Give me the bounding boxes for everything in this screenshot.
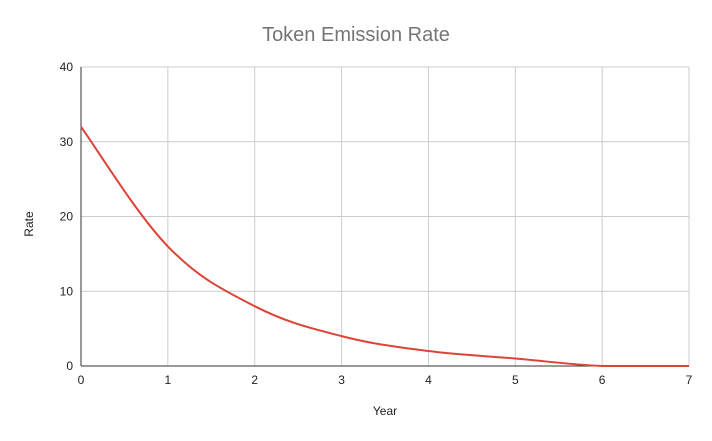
y-tick-label: 40 [60,60,74,74]
grid [81,66,690,366]
x-tick-label: 5 [512,373,519,387]
y-tick-label: 30 [60,135,74,149]
y-tick-label: 20 [60,210,74,224]
tick-labels: 0 1 2 3 4 5 6 7 0 10 20 30 40 [60,60,693,387]
x-tick-label: 7 [686,373,693,387]
series-line [80,126,689,368]
x-axis-label: Year [373,404,397,418]
x-tick-label: 6 [599,373,606,387]
series-lines [80,126,689,368]
chart-title: Token Emission Rate [262,24,450,46]
x-tick-label: 2 [251,373,258,387]
x-tick-label: 0 [78,373,85,387]
x-tick-label: 4 [425,373,432,387]
x-tick-label: 1 [165,373,172,387]
y-axis-label: Rate [22,211,36,237]
y-tick-label: 10 [60,284,74,298]
y-tick-label: 0 [66,359,73,373]
x-tick-label: 3 [338,373,345,387]
